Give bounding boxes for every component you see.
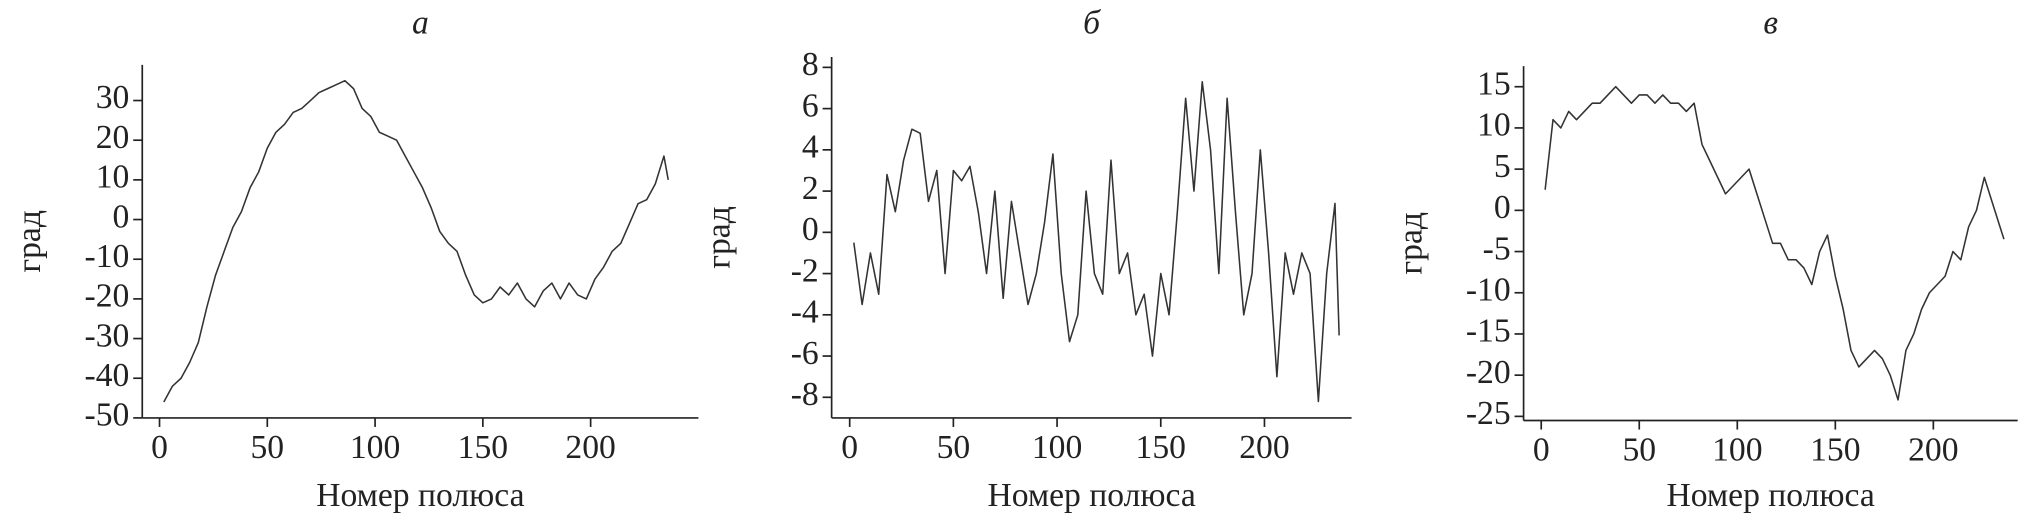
y-tick-label: 0 [802,211,819,248]
y-tick-label: 30 [96,79,130,116]
y-tick-label: 6 [802,87,819,124]
data-line [853,81,1340,403]
x-tick-label: 50 [1622,432,1656,469]
x-tick-label: 100 [1032,429,1082,466]
x-tick-label: 150 [1810,432,1860,469]
data-line [1544,85,2005,401]
x-axis-label: Номер полюса [1666,477,1874,514]
y-tick-label: 10 [96,159,130,196]
y-tick-label: -6 [791,335,819,372]
y-tick-label: -10 [1466,271,1511,308]
y-tick-label: 0 [1494,189,1511,226]
y-tick-label: -40 [85,357,130,394]
y-tick-label: 15 [1477,65,1511,102]
x-tick-label: 200 [565,429,615,466]
chart-title: б [1083,5,1101,42]
y-tick-label: -50 [85,397,130,434]
chart-title: в [1763,5,1778,42]
y-tick-label: 8 [802,46,819,83]
y-axis-label: град [11,210,48,273]
y-tick-label: -20 [85,278,130,315]
chart-title: а [412,5,429,42]
x-tick-label: 150 [1136,429,1186,466]
x-tick-label: 200 [1908,432,1958,469]
y-tick-label: -4 [791,294,819,331]
y-tick-label: 0 [113,198,130,235]
x-axis-label: Номер полюса [316,477,524,514]
y-tick-label: -5 [1483,230,1511,267]
x-tick-label: 0 [151,429,168,466]
y-tick-label: -20 [1466,354,1511,391]
y-tick-label: 2 [802,170,819,207]
x-tick-label: 0 [841,429,858,466]
x-tick-label: 200 [1239,429,1289,466]
y-tick-label: -25 [1466,395,1511,432]
x-tick-label: 50 [937,429,971,466]
y-axis-label: град [700,206,737,269]
x-tick-label: 0 [1533,432,1550,469]
x-axis-label: Номер полюса [987,477,1195,514]
y-tick-label: 4 [802,129,819,166]
x-tick-label: 100 [1712,432,1762,469]
y-tick-label: -10 [85,238,130,275]
x-tick-label: 150 [458,429,508,466]
y-tick-label: -2 [791,252,819,289]
y-tick-label: 10 [1477,107,1511,144]
y-tick-label: -15 [1466,313,1511,350]
x-tick-label: 100 [350,429,400,466]
x-tick-label: 50 [250,429,284,466]
y-tick-label: 5 [1494,148,1511,185]
y-tick-label: 20 [96,119,130,156]
y-axis-label: град [1392,212,1429,275]
data-line [163,79,670,403]
y-tick-label: -30 [85,317,130,354]
y-tick-label: -8 [791,376,819,413]
